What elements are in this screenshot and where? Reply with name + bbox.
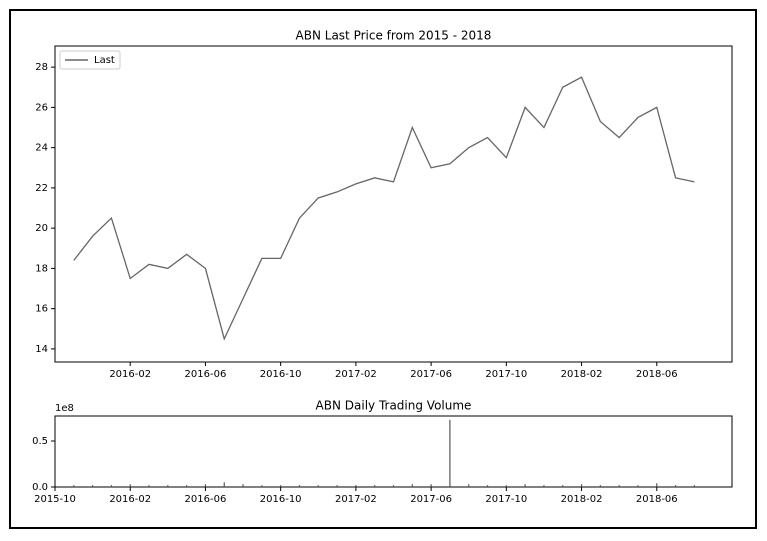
x-tick-label: 2016-02 <box>109 369 151 380</box>
x-tick-label: 2016-10 <box>260 369 302 380</box>
x-tick-label: 2018-06 <box>636 369 678 380</box>
x-tick-label: 2016-02 <box>109 494 151 505</box>
y-tick-label: 20 <box>35 223 48 234</box>
y-tick-label: 26 <box>35 102 48 113</box>
x-tick-label: 2017-06 <box>410 369 452 380</box>
x-tick-label: 2016-06 <box>185 494 227 505</box>
offset-label: 1e8 <box>55 403 74 414</box>
y-tick-label: 16 <box>35 304 48 315</box>
x-tick-label: 2016-06 <box>185 369 227 380</box>
legend-label: Last <box>94 55 115 66</box>
x-tick-label: 2018-02 <box>561 369 603 380</box>
chart-title: ABN Last Price from 2015 - 2018 <box>296 29 492 43</box>
x-tick-label: 2017-02 <box>335 369 377 380</box>
figure-border <box>9 9 757 529</box>
x-tick-label: 2017-10 <box>485 369 527 380</box>
legend-box <box>59 50 121 70</box>
chart-title: ABN Daily Trading Volume <box>316 399 472 413</box>
x-tick-label: 2015-10 <box>34 494 76 505</box>
x-tick-label: 2017-10 <box>485 494 527 505</box>
y-tick-label: 0.5 <box>32 436 48 447</box>
price-line <box>73 76 695 341</box>
x-tick-label: 2016-10 <box>260 494 302 505</box>
y-tick-label: 24 <box>35 143 48 154</box>
y-tick-label: 14 <box>35 344 48 355</box>
y-tick-label: 18 <box>35 263 48 274</box>
x-tick-label: 2018-02 <box>561 494 603 505</box>
x-tick-label: 2017-06 <box>410 494 452 505</box>
x-tick-label: 2017-02 <box>335 494 377 505</box>
y-tick-label: 0.0 <box>32 482 48 493</box>
y-tick-label: 22 <box>35 183 48 194</box>
y-tick-label: 28 <box>35 62 48 73</box>
plot-area <box>54 45 733 363</box>
x-tick-label: 2018-06 <box>636 494 678 505</box>
